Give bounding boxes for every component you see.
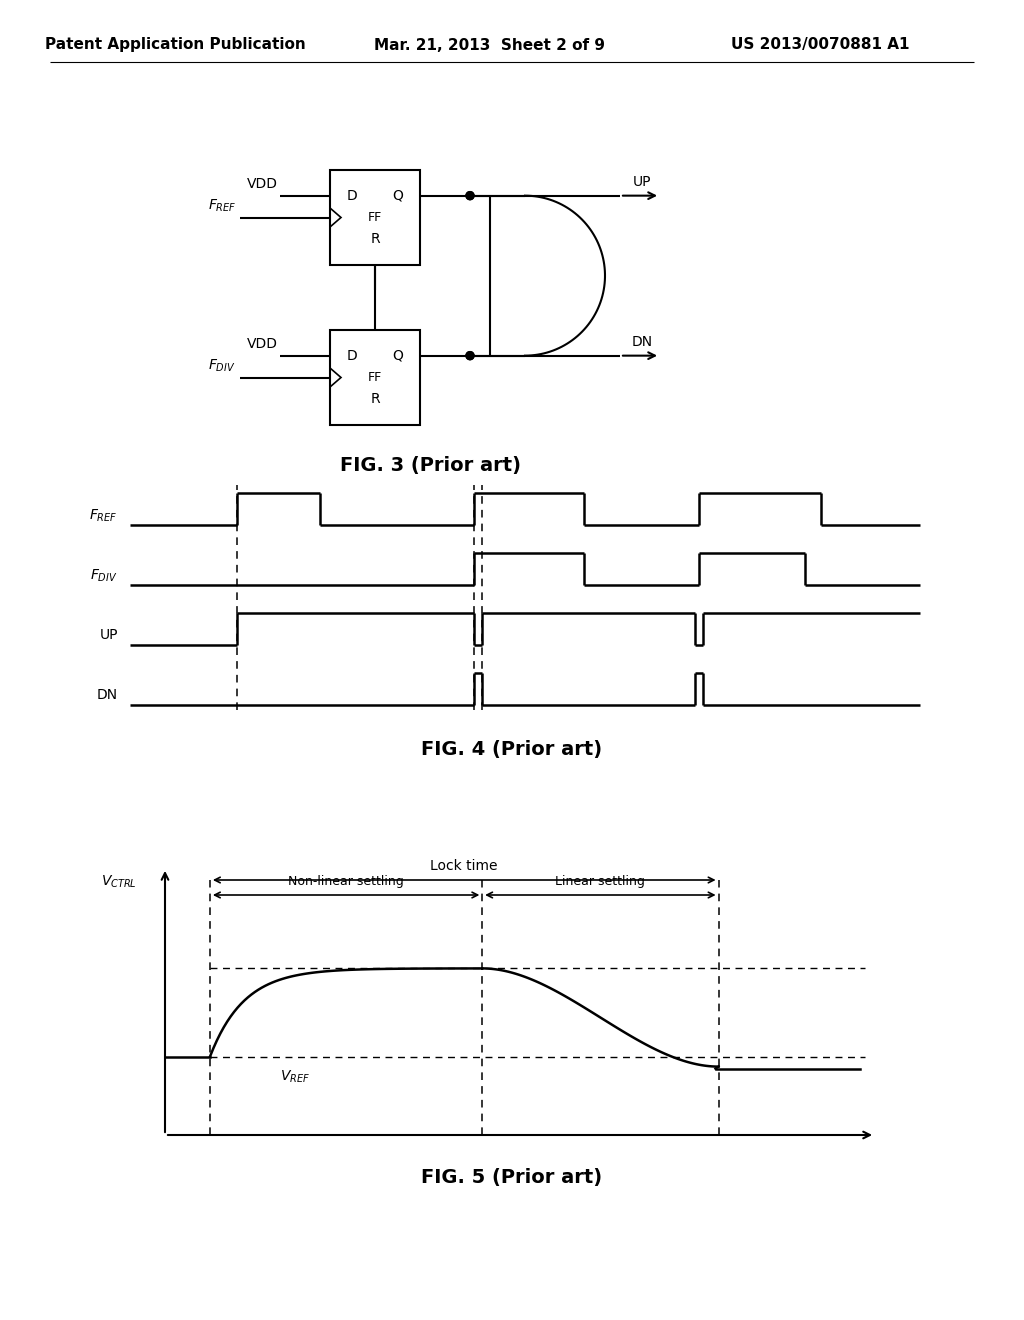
Text: VDD: VDD [247,177,278,190]
Circle shape [466,351,474,359]
Text: VDD: VDD [247,337,278,351]
Text: FIG. 5 (Prior art): FIG. 5 (Prior art) [422,1167,602,1187]
Text: UP: UP [633,174,651,189]
Circle shape [466,351,474,359]
Text: UP: UP [99,628,118,643]
Text: FIG. 3 (Prior art): FIG. 3 (Prior art) [340,455,520,474]
Text: $F_{DIV}$: $F_{DIV}$ [208,358,236,374]
Text: US 2013/0070881 A1: US 2013/0070881 A1 [731,37,909,53]
Text: FF: FF [368,211,382,224]
Text: $V_{REF}$: $V_{REF}$ [280,1069,310,1085]
Bar [330,330,420,425]
Text: DN: DN [632,335,652,348]
Text: Lock time: Lock time [430,859,498,873]
Text: R: R [371,392,380,407]
Text: Q: Q [392,189,403,203]
Circle shape [466,191,474,199]
Text: FIG. 4 (Prior art): FIG. 4 (Prior art) [422,741,602,759]
Circle shape [466,191,474,199]
Text: R: R [371,232,380,247]
Text: Non-linear settling: Non-linear settling [288,875,404,888]
Text: Linear settling: Linear settling [555,875,645,888]
Text: $F_{DIV}$: $F_{DIV}$ [90,568,118,583]
Text: Mar. 21, 2013  Sheet 2 of 9: Mar. 21, 2013 Sheet 2 of 9 [375,37,605,53]
Text: $F_{REF}$: $F_{REF}$ [208,197,237,214]
Text: $V_{CTRL}$: $V_{CTRL}$ [101,874,137,890]
Text: D: D [347,348,357,363]
Text: D: D [347,189,357,203]
Text: DN: DN [97,689,118,702]
Bar [330,170,420,265]
Text: FF: FF [368,371,382,384]
Text: $F_{REF}$: $F_{REF}$ [89,507,118,524]
Text: Q: Q [392,348,403,363]
Text: Patent Application Publication: Patent Application Publication [45,37,305,53]
